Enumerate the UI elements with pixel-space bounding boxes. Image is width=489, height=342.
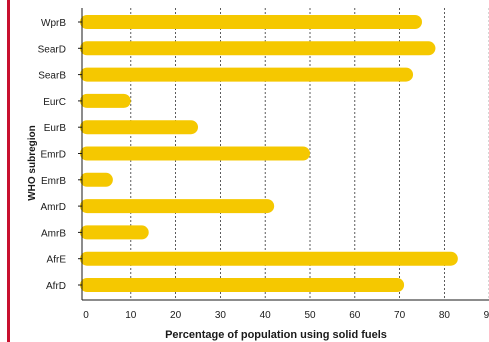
bar-searb bbox=[80, 67, 414, 82]
bar-emrb bbox=[80, 172, 113, 187]
x-tick-label: 70 bbox=[394, 310, 406, 321]
category-label: EurB bbox=[44, 123, 67, 134]
category-label: SearD bbox=[38, 44, 66, 55]
category-label: EurC bbox=[43, 97, 66, 108]
bar-eurb bbox=[80, 120, 198, 135]
x-axis-title: Percentage of population using solid fue… bbox=[165, 329, 387, 341]
x-tick-label: 10 bbox=[125, 310, 137, 321]
category-label: WprB bbox=[41, 18, 66, 29]
bar-afrd bbox=[80, 278, 405, 292]
bar-amrd bbox=[80, 199, 275, 214]
bar-emrd bbox=[80, 146, 310, 161]
category-label: SearB bbox=[38, 71, 66, 82]
x-tick-label: 90 bbox=[484, 310, 489, 321]
category-label: AfrE bbox=[47, 255, 67, 266]
x-tick-label: 80 bbox=[439, 310, 451, 321]
axes bbox=[78, 8, 489, 301]
x-tick-label: 60 bbox=[349, 310, 361, 321]
accent-bar bbox=[7, 0, 10, 342]
x-tick-label: 30 bbox=[215, 310, 227, 321]
x-tick-label: 50 bbox=[304, 310, 316, 321]
bar-afre bbox=[80, 251, 458, 266]
bar-wprb bbox=[80, 15, 422, 29]
category-label: EmrB bbox=[41, 176, 66, 187]
x-tick-label: 40 bbox=[260, 310, 272, 321]
category-label: AmrD bbox=[40, 202, 66, 213]
y-axis-title: WHO subregion bbox=[27, 125, 38, 201]
bar-amrb bbox=[80, 225, 149, 240]
bar-seard bbox=[80, 41, 436, 56]
x-tick-label: 20 bbox=[170, 310, 182, 321]
category-label: EmrD bbox=[40, 150, 66, 161]
x-tick-label: 0 bbox=[83, 310, 89, 321]
tick-labels: WprB SearD SearB EurC EurB EmrD EmrB AmrD AmrB Af… bbox=[38, 18, 489, 321]
category-label: AfrD bbox=[46, 281, 66, 292]
bar-eurc bbox=[80, 93, 131, 108]
bars bbox=[80, 15, 458, 292]
category-label: AmrB bbox=[41, 228, 66, 239]
